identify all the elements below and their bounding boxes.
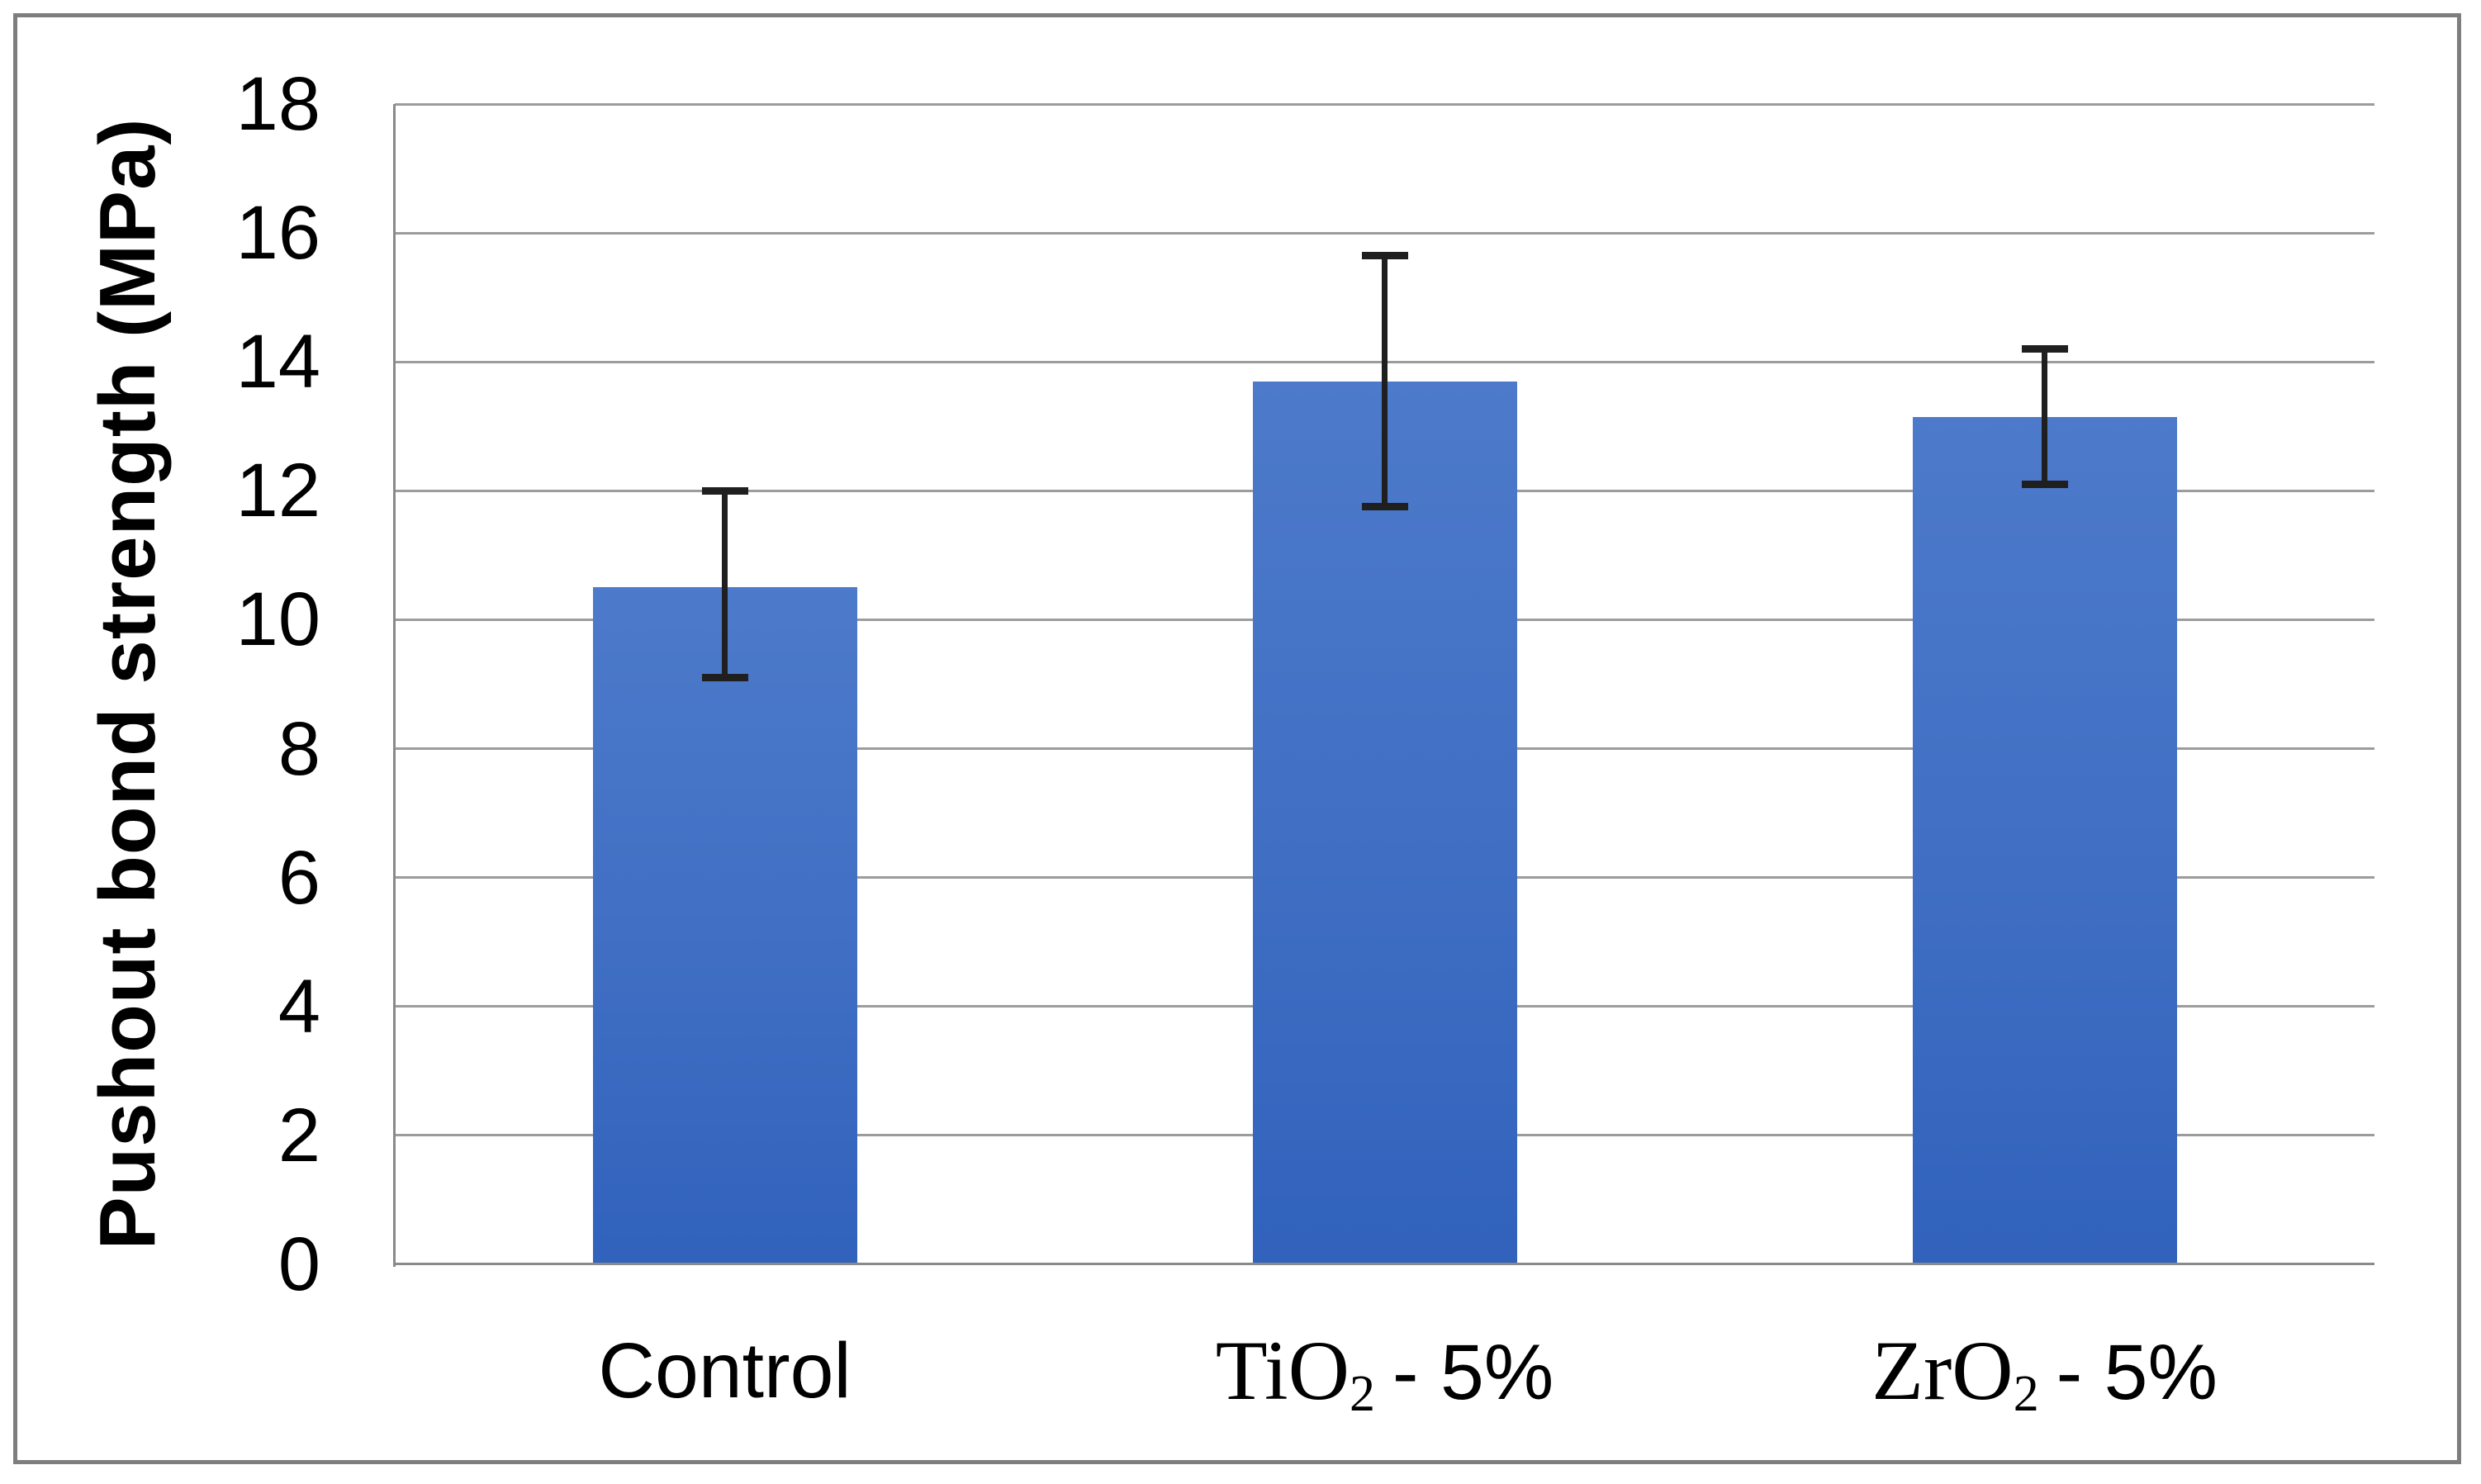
error-bar-line-ZrO2- 5% [2042, 348, 2047, 485]
x-category-label-TiO2- 5%: TiO2 - 5% [1055, 1325, 1715, 1428]
category-suffix-text: - 5% [1392, 1329, 1554, 1416]
category-subscript: 2 [2013, 1365, 2039, 1422]
y-tick-label-8: 8 [278, 706, 320, 791]
y-tick-label-4: 4 [278, 964, 320, 1049]
bar-Control [592, 587, 857, 1264]
error-cap-bottom-TiO2- 5% [1361, 503, 1408, 511]
bar-ZrO2- 5% [1912, 416, 2177, 1264]
y-tick-label-2: 2 [278, 1093, 320, 1178]
error-cap-top-TiO2- 5% [1361, 251, 1408, 259]
error-cap-bottom-Control [701, 674, 748, 682]
category-base-text: Control [598, 1327, 852, 1415]
error-bar-line-TiO2- 5% [1382, 255, 1388, 507]
error-cap-top-Control [701, 486, 748, 495]
error-cap-top-ZrO2- 5% [2021, 345, 2068, 353]
category-base-text: ZrO [1871, 1324, 2014, 1418]
x-axis-baseline [395, 1263, 2374, 1265]
y-tick-label-18: 18 [235, 62, 320, 146]
bar-TiO2- 5% [1252, 381, 1517, 1264]
y-tick-label-10: 10 [235, 577, 320, 662]
y-axis-line [393, 104, 396, 1267]
error-bar-line-Control [722, 491, 728, 678]
y-tick-label-14: 14 [235, 320, 320, 405]
y-tick-label-16: 16 [235, 191, 320, 276]
gridline-y-16 [395, 231, 2374, 235]
y-axis-title: Pushout bond strength (MPa) [83, 117, 172, 1250]
plot-area [395, 102, 2374, 1264]
category-subscript: 2 [1350, 1365, 1376, 1422]
x-category-label-Control: Control [395, 1325, 1055, 1416]
gridline-y-18 [395, 102, 2374, 106]
category-base-text: TiO [1215, 1324, 1350, 1418]
y-tick-label-0: 0 [278, 1222, 320, 1306]
figure-border-frame [13, 13, 2461, 1464]
y-tick-label-6: 6 [278, 835, 320, 920]
x-category-label-ZrO2- 5%: ZrO2 - 5% [1715, 1325, 2374, 1428]
y-tick-label-12: 12 [235, 448, 320, 533]
category-suffix-text: - 5% [2056, 1329, 2218, 1416]
error-cap-bottom-ZrO2- 5% [2021, 481, 2068, 489]
